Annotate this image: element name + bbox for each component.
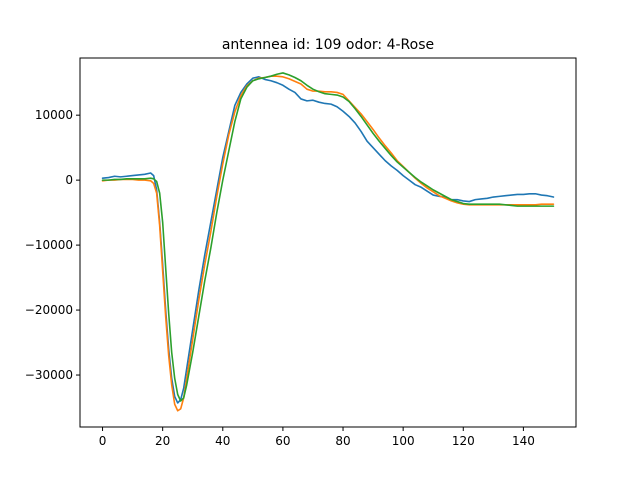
- series-layer: [101, 72, 555, 412]
- y-tick-label: 10000: [35, 108, 73, 122]
- y-tick-label: −10000: [25, 238, 73, 252]
- x-tick-label: 80: [335, 434, 350, 448]
- x-tick-label: 0: [99, 434, 107, 448]
- x-axis-ticks: 0 20 40 60 80 100 120 140: [99, 427, 535, 448]
- y-tick-label: −20000: [25, 303, 73, 317]
- x-tick-label: 120: [452, 434, 475, 448]
- x-tick-label: 100: [392, 434, 415, 448]
- y-tick-label: 0: [65, 173, 73, 187]
- series-line-3: [101, 72, 555, 402]
- x-tick-label: 40: [215, 434, 230, 448]
- chart-title: antennea id: 109 odor: 4-Rose: [222, 37, 434, 53]
- axes-frame: [79, 57, 577, 428]
- y-tick-label: −30000: [25, 368, 73, 382]
- y-axis-ticks: −30000 −20000 −10000 0 10000: [25, 108, 80, 382]
- x-tick-label: 20: [155, 434, 170, 448]
- x-tick-label: 60: [275, 434, 290, 448]
- x-tick-label: 140: [512, 434, 535, 448]
